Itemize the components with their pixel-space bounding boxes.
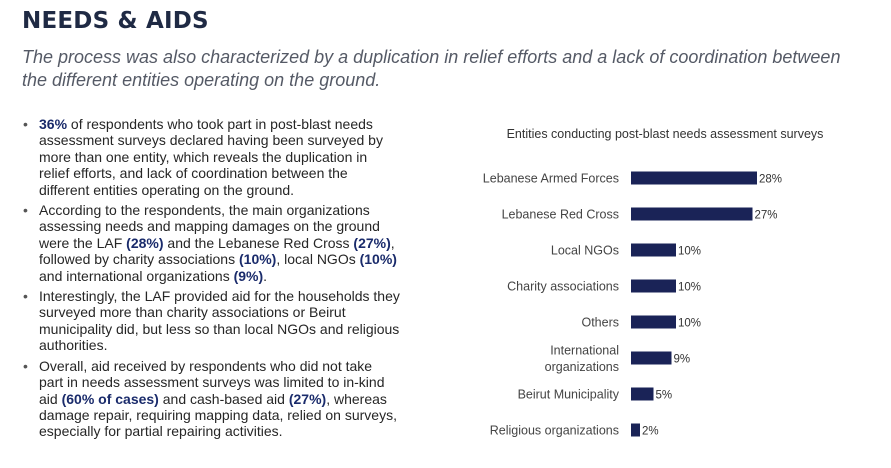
value-label: 10% bbox=[678, 246, 701, 258]
finding-text: Interestingly, the LAF provided aid for … bbox=[39, 288, 400, 354]
finding-text: According to the respondents, the main o… bbox=[39, 202, 380, 251]
bar bbox=[631, 387, 654, 401]
highlight-figure: (27%) bbox=[288, 390, 327, 407]
category-label: Lebanese Red Cross bbox=[502, 208, 619, 222]
finding-text: . bbox=[263, 267, 268, 284]
bar bbox=[631, 351, 672, 365]
chart-title: Entities conducting post-blast needs ass… bbox=[506, 127, 824, 141]
highlight-figure: (28%) bbox=[126, 234, 164, 251]
finding-text: and cash-based aid bbox=[158, 390, 289, 407]
bar bbox=[631, 207, 753, 221]
highlight-figure: (10%) bbox=[359, 251, 397, 268]
finding-text: , followed by charity associations bbox=[39, 234, 395, 268]
category-label: Charity associations bbox=[507, 280, 619, 294]
value-label: 9% bbox=[674, 354, 691, 366]
category-label: Beirut Municipality bbox=[518, 388, 620, 402]
finding-text: Overall, aid received by respondents who… bbox=[39, 357, 385, 407]
value-label: 2% bbox=[642, 426, 659, 438]
highlight-figure: (9%) bbox=[233, 267, 264, 284]
category-label: Religious organizations bbox=[490, 424, 619, 438]
value-label: 27% bbox=[755, 210, 778, 222]
highlight-figure: (27%) bbox=[353, 234, 391, 251]
highlight-figure: (60% of cases) bbox=[61, 390, 159, 407]
finding-text: of respondents who took part in post-bla… bbox=[39, 116, 383, 198]
finding-item: According to the respondents, the main o… bbox=[20, 202, 400, 284]
finding-item: Overall, aid received by respondents who… bbox=[20, 358, 400, 440]
value-label: 5% bbox=[656, 390, 673, 402]
highlight-figure: 36% bbox=[39, 116, 68, 132]
finding-text: , whereas damage repair, requiring mappi… bbox=[39, 390, 397, 440]
bar bbox=[631, 315, 676, 329]
value-label: 10% bbox=[678, 318, 701, 330]
finding-item: Interestingly, the LAF provided aid for … bbox=[20, 288, 400, 354]
finding-text: and international organizations bbox=[39, 267, 234, 284]
value-label: 28% bbox=[759, 174, 782, 186]
finding-text: and the Lebanese Red Cross bbox=[163, 234, 354, 251]
category-label: International organizations bbox=[545, 343, 619, 374]
finding-item: 36% of respondents who took part in post… bbox=[20, 116, 400, 198]
bar-chart: Lebanese Armed Forces 28% Lebanese Red Cro… bbox=[483, 171, 782, 438]
bar bbox=[631, 243, 676, 257]
category-label: Lebanese Armed Forces bbox=[483, 172, 619, 186]
page-subtitle: The process was also characterized by a … bbox=[22, 47, 841, 90]
page-title: NEEDS & AIDS bbox=[22, 8, 209, 34]
finding-text: , local NGOs bbox=[276, 251, 360, 268]
findings-list: 36% of respondents who took part in post… bbox=[20, 116, 400, 444]
category-label: Others bbox=[581, 316, 619, 330]
value-label: 10% bbox=[678, 282, 701, 294]
category-label: Local NGOs bbox=[551, 244, 619, 258]
bar bbox=[631, 279, 676, 293]
bar bbox=[631, 171, 757, 185]
highlight-figure: (10%) bbox=[239, 251, 277, 268]
bar bbox=[631, 423, 640, 437]
